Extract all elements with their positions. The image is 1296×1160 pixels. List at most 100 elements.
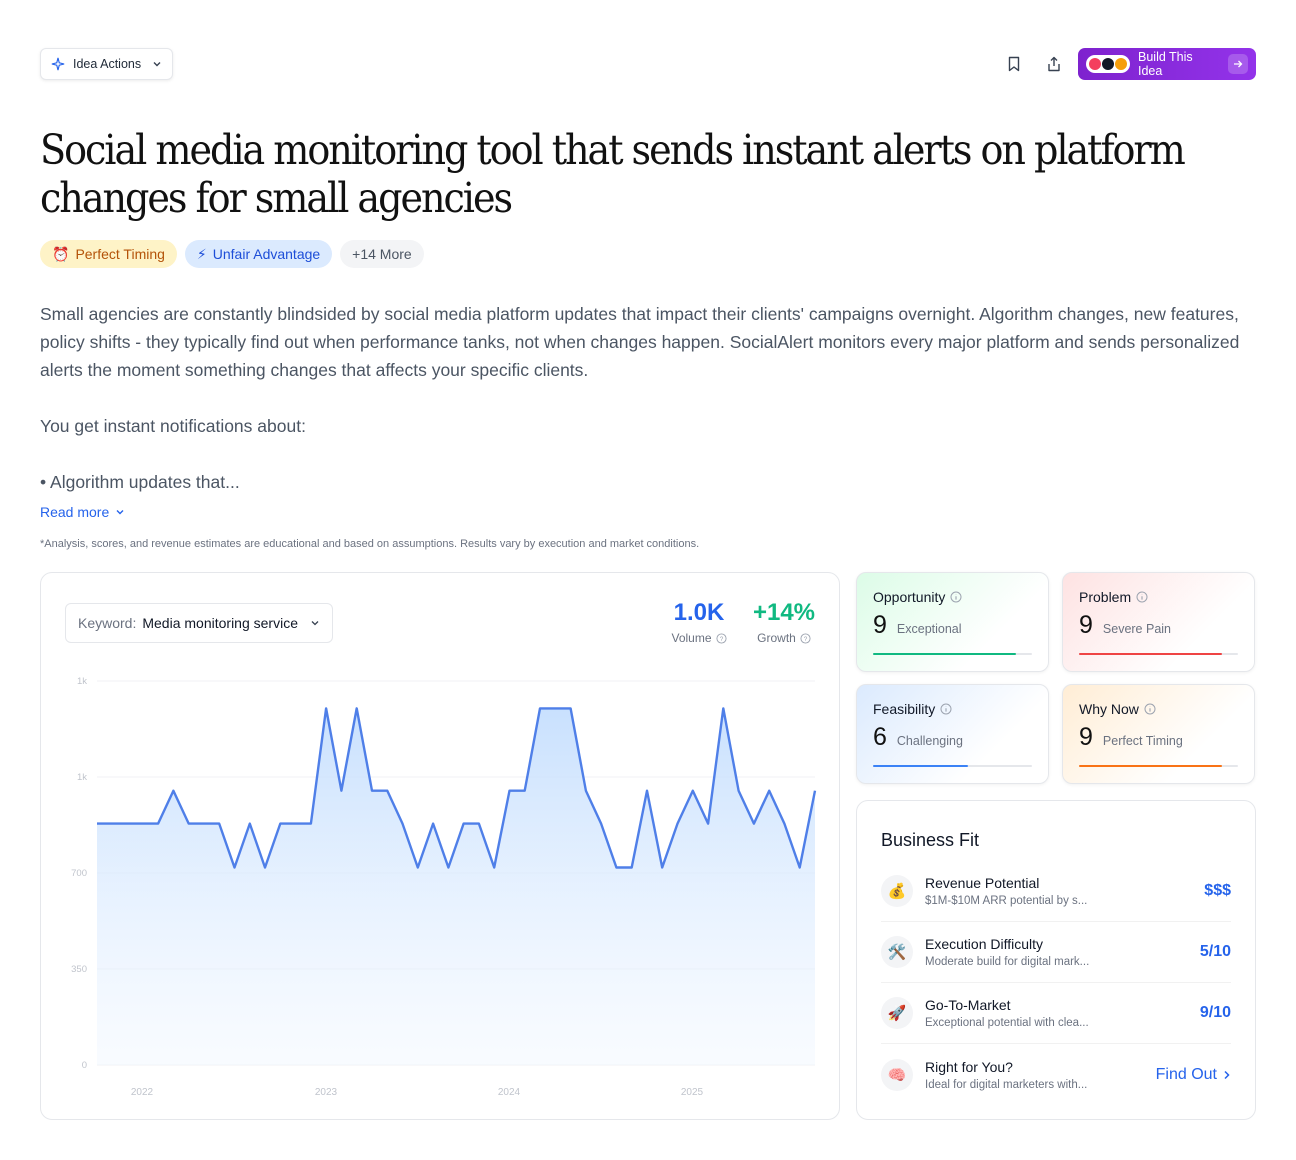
fit-row-title: Right for You? [925,1058,1013,1075]
money-bag-icon: 💰 [881,875,913,907]
tag-more-button[interactable]: +14 More [340,240,424,268]
idea-actions-dropdown[interactable]: Idea Actions [40,48,173,80]
score-bar [873,653,1032,655]
fit-row-title: Go-To-Market [925,997,1011,1013]
score-bar-fill [1079,765,1223,767]
avatar [1115,58,1127,70]
share-button[interactable] [1042,52,1066,76]
svg-text:?: ? [804,635,808,642]
info-icon[interactable] [1136,591,1148,603]
build-this-idea-button[interactable]: Build This Idea [1078,48,1256,80]
chevron-down-icon [311,621,319,626]
volume-label: Volume [671,631,712,645]
score-bar [873,765,1032,767]
description-paragraph: Small agencies are constantly blindsided… [40,304,1240,380]
score-value: 9 [873,611,887,639]
problem-score-card[interactable]: Problem 9 Severe Pain [1062,572,1255,672]
x-tick-label: 2024 [498,1087,521,1098]
chevron-down-icon [153,62,161,67]
fit-row-go-to-market[interactable]: 🚀 Go-To-Market Exceptional potential with… [881,983,1231,1044]
top-toolbar: Idea Actions Build This Idea [40,48,1256,80]
fit-row-desc: Ideal for digital marketers with... [925,1078,1088,1091]
read-more-link[interactable]: Read more [40,504,125,520]
tag-label: Unfair Advantage [212,246,321,262]
chevron-right-icon [1224,1070,1230,1079]
y-tick-label: 0 [82,1060,87,1071]
description-paragraph: You get instant notifications about: [40,416,306,436]
sparkle-icon [51,57,65,71]
y-tick-label: 1k [77,676,87,687]
score-title: Why Now [1079,701,1139,717]
score-bar [1079,653,1238,655]
fit-row-value: 9/10 [1199,1004,1231,1021]
fit-row-right-for-you[interactable]: 🧠 Right for You? Ideal for digital market… [881,1044,1231,1105]
fit-row-desc: Exceptional potential with clea... [925,1017,1089,1029]
page-title: Social media monitoring tool that sends … [40,126,1186,222]
volume-value: 1.0K [673,599,725,626]
keyword-label: Keyword: [78,615,137,631]
builder-avatars [1086,55,1130,73]
svg-text:?: ? [719,635,723,642]
why-now-score-card[interactable]: Why Now 9 Perfect Timing [1062,684,1255,784]
bookmark-icon [1008,56,1020,72]
x-tick-label: 2023 [315,1087,338,1098]
tag-unfair-advantage[interactable]: ⚡ Unfair Advantage [184,240,333,268]
tag-label: Perfect Timing [75,246,165,262]
avatar [1102,58,1114,70]
score-bar [1079,765,1238,767]
find-out-label: Find Out [1155,1065,1217,1083]
tag-list: ⏰ Perfect Timing ⚡ Unfair Advantage +14 … [40,240,424,268]
score-title: Feasibility [873,701,936,717]
score-label: Perfect Timing [1102,734,1183,748]
share-icon [1048,56,1060,72]
score-value: 9 [1079,611,1093,639]
arrow-right-icon [1228,54,1248,74]
info-icon[interactable] [940,703,952,715]
business-fit-title: Business Fit [881,830,980,850]
tag-label: +14 More [352,246,412,262]
score-label: Severe Pain [1102,622,1172,636]
score-value: 9 [1079,723,1093,751]
fit-row-desc: Moderate build for digital mark... [925,956,1090,968]
idea-description: Small agencies are constantly blindsided… [40,300,1240,524]
keyword-select[interactable]: Keyword: Media monitoring service [65,603,333,643]
brain-icon: 🧠 [881,1058,913,1091]
alarm-clock-icon: ⏰ [52,245,70,262]
score-bar-fill [873,765,969,767]
help-icon[interactable]: ? [800,632,811,644]
fit-row-title: Execution Difficulty [925,936,1044,952]
score-title: Opportunity [873,589,946,605]
opportunity-score-card[interactable]: Opportunity 9 Exceptional [856,572,1049,672]
score-bar-fill [873,653,1017,655]
score-label: Challenging [896,734,963,748]
fit-row-title: Revenue Potential [925,875,1040,891]
avatar [1089,58,1101,70]
fit-row-execution-difficulty[interactable]: 🛠️ Execution Difficulty Moderate build fo… [881,922,1231,983]
tag-perfect-timing[interactable]: ⏰ Perfect Timing [40,240,177,268]
trend-chart: 0 350 700 1k 1k 2022 2023 2024 2025 [71,676,817,1098]
business-fit-card: Business Fit 💰 Revenue Potential $1M-$10M… [856,800,1256,1120]
growth-label: Growth [757,631,796,645]
chevron-down-icon [116,510,124,515]
help-icon[interactable]: ? [715,632,727,644]
tools-icon: 🛠️ [881,936,913,968]
feasibility-score-card[interactable]: Feasibility 6 Challenging [856,684,1049,784]
x-tick-label: 2025 [681,1087,704,1098]
x-tick-label: 2022 [131,1087,154,1098]
find-out-link[interactable]: Find Out [1156,1066,1231,1084]
trend-line [97,707,817,869]
growth-stat: +14% Growth ? [751,599,817,645]
volume-stat: 1.0K Volume ? [669,599,729,645]
trend-area [97,708,815,1065]
score-bar-fill [1079,653,1223,655]
fit-row-revenue-potential[interactable]: 💰 Revenue Potential $1M-$10M ARR potentia… [881,861,1231,922]
growth-value: +14% [752,599,816,626]
read-more-label: Read more [40,504,110,520]
idea-actions-label: Idea Actions [73,57,142,71]
info-icon[interactable] [1144,703,1156,715]
info-icon[interactable] [950,591,962,603]
build-label: Build This Idea [1138,50,1193,78]
description-paragraph: • Algorithm updates that... [40,472,240,492]
bookmark-button[interactable] [1002,52,1026,76]
y-tick-label: 700 [71,868,87,879]
